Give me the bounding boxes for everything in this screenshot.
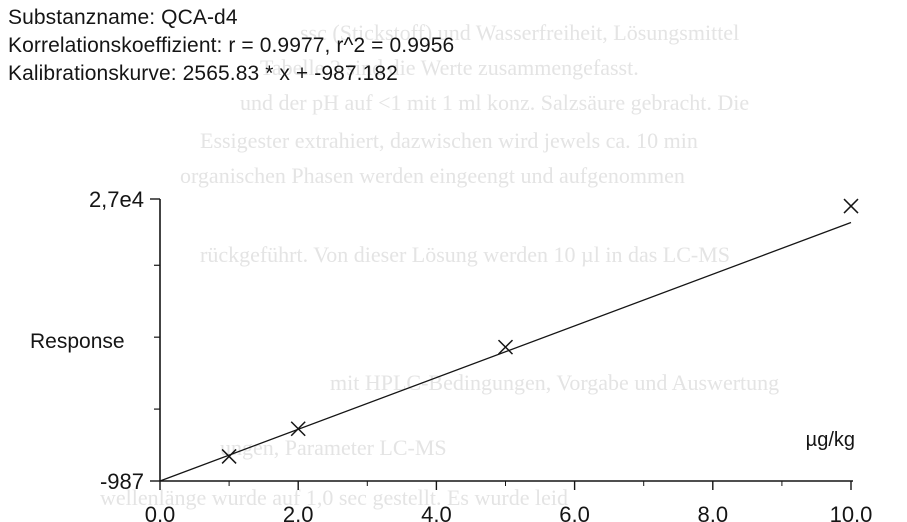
svg-text:organischen Phasen werden eing: organischen Phasen werden eingeengt und … xyxy=(180,163,685,188)
chart-axes xyxy=(159,199,853,482)
data-point xyxy=(290,421,306,437)
data-point-stroke xyxy=(290,421,306,437)
chart-labels: 0,0 2,0 4,0 6,0 8,0 10,0 2,7e4 -987 Response µg/k… xyxy=(30,187,872,522)
correlation-coefficient: Korrelationskoeffizient: r = 0.9977, r^2… xyxy=(8,34,455,57)
x-tick-label: 2,0 xyxy=(283,502,314,522)
svg-text:ssc (Stickstoff) und Wasserfre: ssc (Stickstoff) und Wasserfreiheit, Lös… xyxy=(300,20,739,45)
data-point-stroke xyxy=(497,339,514,355)
data-point xyxy=(221,448,237,464)
data-point-stroke xyxy=(221,448,237,464)
svg-text:Essigester extrahiert, dazwisc: Essigester extrahiert, dazwischen wird j… xyxy=(200,128,698,153)
svg-text:wellenlänge wurde auf 1,0 sec: wellenlänge wurde auf 1,0 sec gestellt. … xyxy=(100,485,568,510)
chart-points xyxy=(221,198,859,464)
substance-name: Substanzname: QCA-d4 xyxy=(8,6,238,29)
svg-text:und der pH auf <1 mit 1 ml kon: und der pH auf <1 mit 1 ml konz. Salzsäu… xyxy=(240,90,749,115)
x-tick-label: 10,0 xyxy=(830,502,873,522)
calibration-header: Substanzname: QCA-d4 Korrelationskoeffiz… xyxy=(8,4,454,88)
x-tick-label: 8,0 xyxy=(698,502,729,522)
data-point-stroke xyxy=(843,198,859,214)
svg-text:rückgeführt. Von dieser Lösung: rückgeführt. Von dieser Lösung werden 10… xyxy=(200,242,730,267)
svg-text:Tabelle 3 sind die Werte zusam: Tabelle 3 sind die Werte zusammengefasst… xyxy=(260,55,639,80)
svg-text:mit HPLC-Bedingungen, Vorgabe: mit HPLC-Bedingungen, Vorgabe und Auswer… xyxy=(330,370,779,395)
svg-text:ungen, Parameter LC-MS: ungen, Parameter LC-MS xyxy=(220,435,447,460)
chart-ticks xyxy=(150,198,852,490)
x-tick-label: 0,0 xyxy=(145,502,176,522)
x-tick-label: 6,0 xyxy=(559,502,590,522)
y-tick-label: -987 xyxy=(100,469,144,494)
data-point xyxy=(497,339,514,355)
y-axis-label: Response xyxy=(30,330,125,353)
y-tick-label: 2,7e4 xyxy=(89,187,144,212)
chart-fit-line xyxy=(159,221,852,482)
calibration-line xyxy=(159,221,852,482)
data-point xyxy=(843,198,859,214)
calibration-curve: Kalibrationskurve: 2565.83 * x + -987.18… xyxy=(8,62,398,85)
x-axis-label: µg/kg xyxy=(806,429,855,451)
x-tick-label: 4,0 xyxy=(421,502,452,522)
